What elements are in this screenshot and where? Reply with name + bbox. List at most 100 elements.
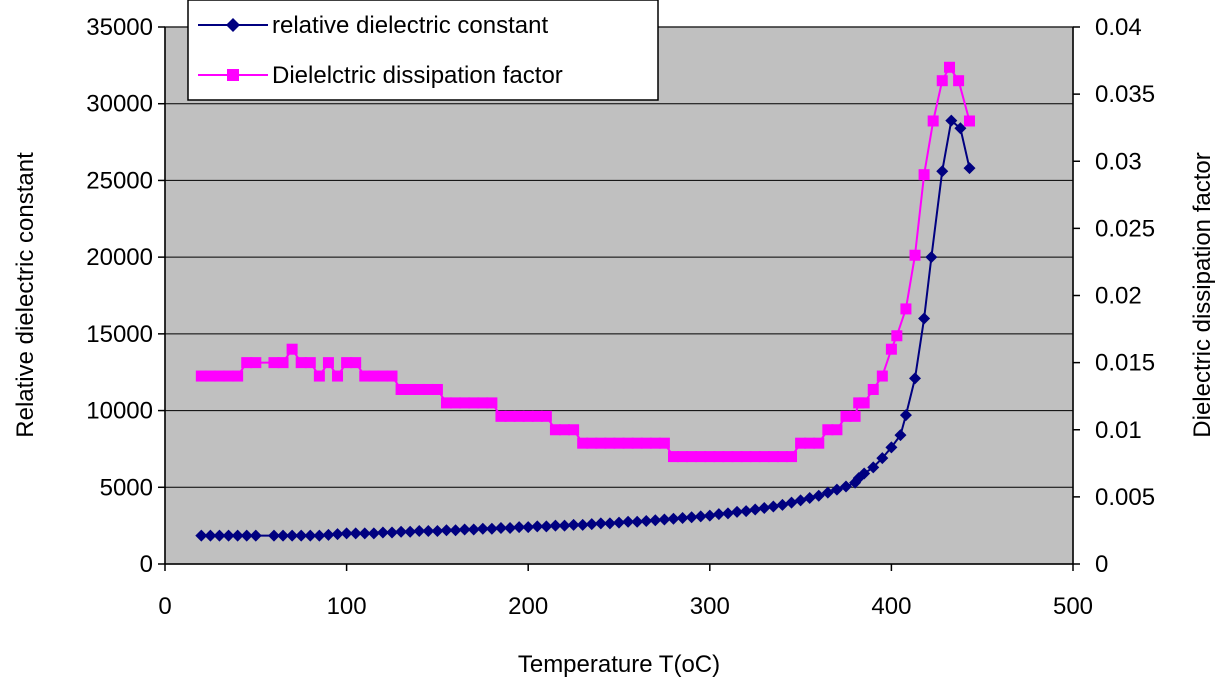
data-point-diamond [576,518,589,531]
legend-entry-2: Dielelctric dissipation factor [198,62,563,89]
data-point-square [350,357,362,369]
data-point-square [586,437,598,449]
data-point-square [232,370,244,382]
data-point-diamond [367,527,380,540]
data-point-square [885,343,897,355]
data-point-square [840,410,852,422]
data-point-diamond [277,529,290,542]
series [195,61,976,542]
data-point-diamond [513,521,526,534]
data-point-square [223,370,235,382]
data-point-diamond [249,529,262,542]
data-point-square [918,169,930,181]
data-point-diamond [467,523,480,536]
data-point-square [695,451,707,463]
legend-box [187,0,659,101]
right-y-tick-label: 0.005 [1095,484,1155,511]
tick-labels: 0500010000150002000025000300003500000.00… [86,14,1155,620]
data-point-square [313,370,325,382]
left-y-tick-label: 25000 [86,167,153,194]
right-y-tick-label: 0.01 [1095,417,1142,444]
data-point-diamond [712,508,725,521]
data-point-square [876,370,888,382]
data-point-diamond [504,521,517,534]
plot-area [164,26,1074,565]
data-point-diamond [767,500,780,513]
series-2 [195,61,975,463]
data-point-square [495,410,507,422]
left-y-tick-label: 5000 [100,474,153,501]
data-point-diamond [622,515,635,528]
data-point-square [368,370,380,382]
data-point-square [568,424,580,436]
right-y-tick-label: 0.025 [1095,215,1155,242]
left-y-tick-label: 20000 [86,244,153,271]
data-point-square [631,437,643,449]
data-point-diamond [286,529,299,542]
legend: relative dielectric constant Dielelctric… [187,0,659,101]
data-point-diamond [613,516,625,529]
data-point-diamond [918,312,931,325]
data-point-square [927,115,939,127]
data-point-square [468,397,480,409]
data-point-diamond [758,501,771,514]
data-point-square [531,410,543,422]
data-point-diamond [794,494,807,507]
data-point-diamond [867,461,880,474]
data-point-diamond [676,511,689,524]
data-point-square [731,451,743,463]
data-point-square [936,75,948,87]
data-point-diamond [267,529,280,542]
data-point-diamond [603,517,616,530]
data-point-square [704,451,716,463]
data-point-square [450,397,462,409]
data-point-square [858,397,870,409]
data-point-diamond [963,162,976,175]
data-point-square [250,357,262,369]
data-point-square [831,424,843,436]
data-point-square [577,437,589,449]
right-y-axis-title: Dielectric dissipation factor [1189,152,1216,437]
data-point-diamond [386,526,398,539]
data-point-square [459,397,471,409]
left-y-tick-label: 15000 [86,321,153,348]
data-point-diamond [340,527,353,540]
left-y-axis-title: Relative dielectric constant [12,152,39,438]
data-point-square [677,451,689,463]
data-point-diamond [749,503,762,516]
data-point-diamond [740,505,753,518]
data-point-diamond [876,452,889,465]
data-point-square [944,61,956,73]
data-point-square [332,370,344,382]
data-point-square [640,437,652,449]
data-point-square [686,451,698,463]
data-point-square [622,437,634,449]
data-point-square [649,437,661,449]
data-point-diamond [936,165,949,178]
data-point-square [404,383,416,395]
data-point-square [613,437,625,449]
data-point-square [486,397,498,409]
data-point-diamond [522,521,535,534]
data-point-diamond [531,520,544,533]
data-point-diamond [476,522,489,535]
data-point-diamond [803,492,816,505]
data-point-diamond [413,525,426,538]
data-point-diamond [685,511,698,524]
x-axis-title: Temperature T(oC) [518,651,720,678]
data-point-square [422,383,434,395]
data-point-square [277,357,289,369]
data-point-square [776,451,788,463]
right-y-tick-label: 0.04 [1095,14,1142,41]
data-point-square [758,451,770,463]
data-point-square [953,75,965,87]
data-point-diamond [721,507,734,520]
x-tick-label: 300 [690,593,730,620]
x-tick-label: 400 [871,593,911,620]
data-point-diamond [395,525,408,538]
data-point-square [786,451,798,463]
data-point-square [431,383,443,395]
data-point-diamond [331,528,344,541]
data-point-diamond [358,527,371,540]
data-point-diamond [313,529,326,542]
